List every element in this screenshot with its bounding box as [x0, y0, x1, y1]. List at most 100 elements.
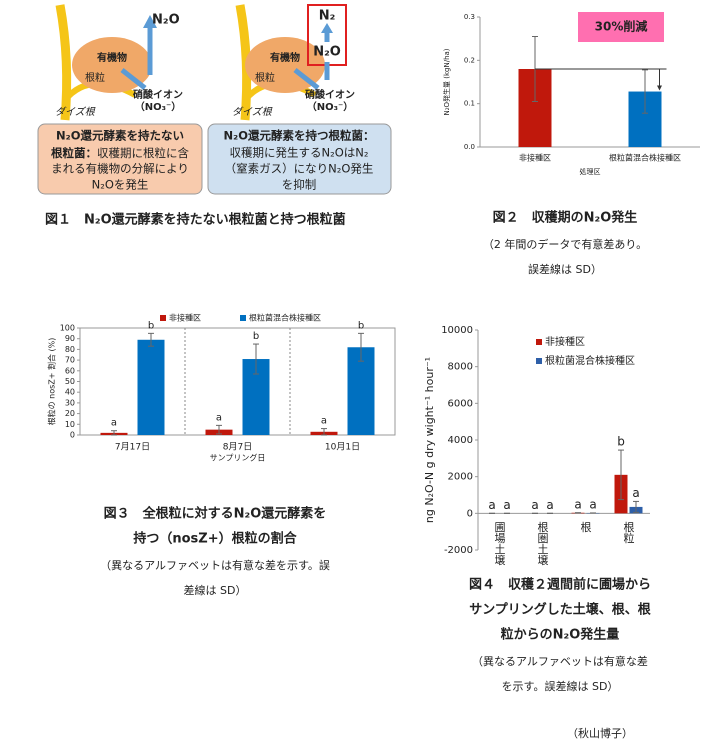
- nitrate-formula: （NO₃⁻）: [307, 100, 354, 113]
- caption-title: 図２ 収穫期のN₂O発生: [493, 210, 638, 226]
- n2-label: N₂: [319, 9, 336, 24]
- significance-letter: a: [216, 412, 222, 423]
- y-tick-label: -2000: [444, 545, 473, 556]
- significance-letter: a: [488, 498, 495, 512]
- legend-label: 非接種区: [169, 313, 201, 323]
- y-tick-label: 100: [60, 324, 75, 333]
- error-bar: [642, 69, 648, 114]
- annotation: 30%削減: [595, 19, 648, 34]
- significance-letter: b: [253, 331, 259, 342]
- caption-title: 図３ 全根粒に対するN₂O還元酵素を: [104, 506, 327, 522]
- legend-swatch: [536, 339, 542, 345]
- bar: [347, 347, 375, 435]
- nodule-label: 根粒: [85, 71, 105, 84]
- error-bar: [216, 424, 222, 435]
- y-tick-label: 0.3: [464, 13, 475, 21]
- significance-letter: a: [632, 486, 639, 500]
- arrow: [293, 68, 320, 90]
- box-head: 根粒菌：: [51, 146, 97, 160]
- box-body: を抑制: [282, 178, 317, 192]
- legend-label: 根粒菌混合株接種区: [545, 354, 635, 367]
- organic-label: 有機物: [270, 51, 300, 64]
- x-tick-label: 圃場土壌: [493, 521, 506, 566]
- y-axis-label: ng N₂O-N g dry wight⁻¹ hour⁻¹: [423, 357, 436, 523]
- caption-note: 誤差線は SD）: [528, 262, 602, 276]
- significance-letter: a: [589, 497, 596, 511]
- legend-swatch: [536, 358, 542, 364]
- x-tick-label: 10月1日: [325, 442, 360, 453]
- significance-letter: a: [546, 498, 553, 512]
- y-tick-label: 0.1: [464, 100, 475, 108]
- figure1-right: N₂ N₂O 有機物 根粒 ダイズ根 硝酸イオン （NO₃⁻） N₂O還元酵素を…: [207, 4, 392, 195]
- annotation-box: [578, 12, 664, 42]
- nodule-label: 根粒: [255, 71, 275, 84]
- error-bar: [618, 449, 624, 501]
- box-body: まれる有機物の分解により: [51, 162, 189, 176]
- box-body: N₂Oを発生: [92, 178, 149, 192]
- caption-note: （2 年間のデータで有意差あり。: [483, 237, 647, 251]
- caption-note: 差線は SD）: [184, 583, 247, 597]
- left-box: [37, 123, 203, 195]
- author: （秋山博子）: [567, 726, 633, 740]
- x-tick-label: 根粒菌混合株接種区: [609, 153, 681, 163]
- error-bar: [321, 428, 327, 436]
- legend-label: 非接種区: [545, 335, 585, 348]
- y-tick-label: 8000: [448, 362, 473, 373]
- box-body: （窒素ガス）になりN₂O発生: [225, 162, 374, 176]
- y-tick-label: 0.0: [464, 143, 475, 151]
- significance-letter: a: [321, 416, 327, 427]
- root-label: ダイズ根: [232, 106, 273, 118]
- y-tick-label: 10: [65, 420, 75, 429]
- y-tick-label: 2000: [448, 472, 473, 483]
- y-tick-label: 40: [65, 388, 75, 397]
- n2o-label: N₂O: [152, 13, 180, 28]
- caption-note: （異なるアルファベットは有意な差: [472, 654, 648, 668]
- x-tick-label: 根: [579, 520, 592, 533]
- caption-note: を示す。誤差線は SD）: [502, 679, 619, 693]
- error-bar: [148, 332, 154, 347]
- caption-title: 粒からのN₂O発生量: [501, 627, 620, 643]
- error-bar: [111, 430, 117, 436]
- significance-letter: a: [574, 497, 581, 511]
- y-tick-label: 60: [65, 366, 75, 375]
- x-tick-label: 8月7日: [223, 442, 252, 453]
- arrow: [120, 68, 147, 90]
- arrow-head: [657, 85, 662, 91]
- legend-swatch: [240, 315, 246, 321]
- y-tick-label: 20: [65, 409, 75, 418]
- x-tick-label: 非接種区: [519, 153, 551, 163]
- error-bar: [253, 343, 259, 375]
- caption-note: （異なるアルファベットは有意な差を示す。誤: [100, 558, 330, 572]
- right-box: [207, 123, 392, 195]
- y-tick-label: 0.2: [464, 56, 475, 64]
- n2o-label: N₂O: [313, 45, 341, 60]
- significance-letter: b: [617, 435, 625, 449]
- arrow-head: [143, 15, 157, 28]
- y-axis-label: N₂O発生量 (kgN/ha): [442, 48, 451, 115]
- organic-label: 有機物: [97, 51, 127, 64]
- plot-frame: [79, 327, 396, 436]
- nitrate-formula: （NO₃⁻）: [135, 100, 182, 113]
- y-tick-label: 90: [65, 334, 75, 343]
- y-tick-label: 80: [65, 345, 75, 354]
- significance-letter: a: [111, 418, 117, 429]
- y-tick-label: 0: [467, 508, 473, 519]
- figure1-left: N₂O 有機物 根粒 ダイズ根 硝酸イオン （NO₃⁻） N₂O還元酵素を持たな…: [37, 4, 203, 195]
- significance-letter: b: [148, 320, 154, 331]
- error-bar: [633, 500, 639, 513]
- nitrate-label: 硝酸イオン: [133, 88, 183, 101]
- box-line: 根粒菌：収穫期に根粒に含: [51, 146, 189, 160]
- x-axis-label: サンプリング日: [210, 453, 266, 463]
- y-tick-label: 30: [65, 398, 75, 407]
- arrow-head: [321, 23, 333, 33]
- nitrate-label: 硝酸イオン: [305, 88, 355, 101]
- y-axis-label: 根粒の nosZ+ 割合 (%): [47, 338, 57, 426]
- x-axis-label: 処理区: [580, 167, 601, 176]
- significance-letter: a: [531, 498, 538, 512]
- caption-title: 図１ N₂O還元酵素を持たない根粒菌と持つ根粒菌: [45, 212, 346, 228]
- bar: [137, 339, 165, 435]
- caption-title: 図４ 収穫２週間前に圃場から: [469, 577, 651, 593]
- x-tick-label: 7月17日: [115, 442, 150, 453]
- y-tick-label: 50: [65, 377, 75, 386]
